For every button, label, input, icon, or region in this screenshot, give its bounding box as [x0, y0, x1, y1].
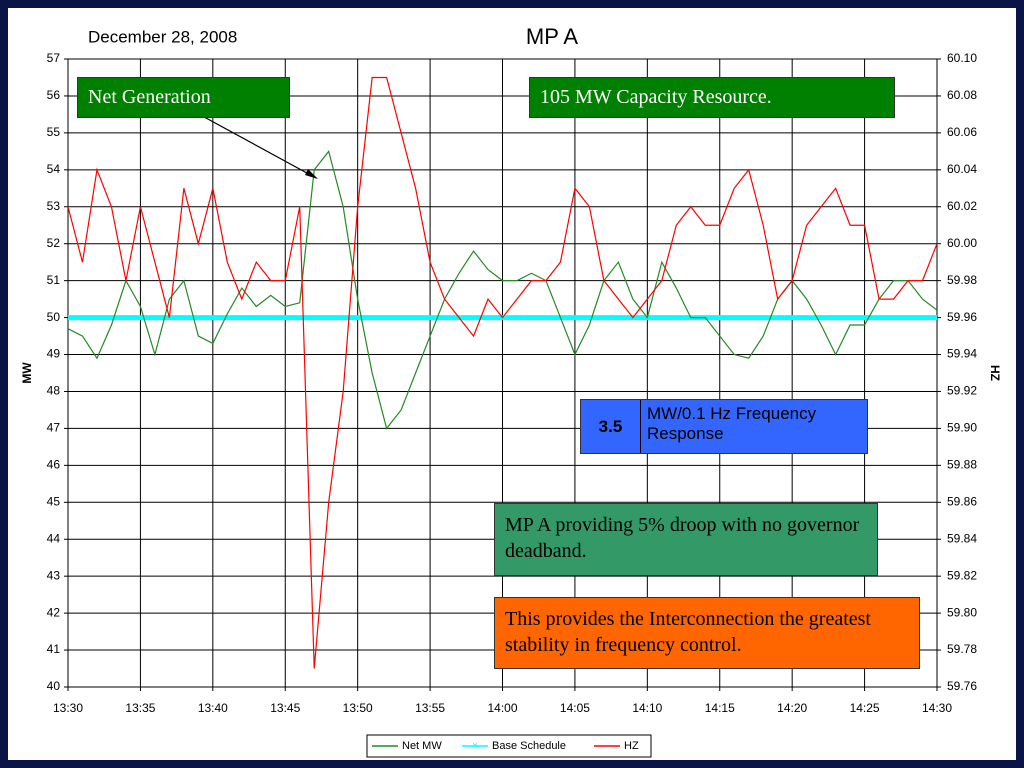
y2-tick-label: 60.00	[947, 236, 977, 250]
x-tick-label: 14:05	[560, 701, 590, 715]
x-tick-label: 14:30	[922, 701, 952, 715]
plot-frame	[67, 58, 938, 688]
y-tick-label: 45	[47, 494, 61, 508]
x-tick-label: 13:30	[53, 701, 83, 715]
legend-label: Net MW	[402, 740, 442, 752]
x-tick-label: 13:35	[125, 701, 155, 715]
x-tick-label: 14:20	[777, 701, 807, 715]
y2-tick-label: 60.08	[947, 88, 977, 102]
legend-label: HZ	[624, 740, 639, 752]
series-line	[67, 76, 938, 669]
x-tick-label: 14:00	[487, 701, 517, 715]
response-value: 3.5	[581, 400, 641, 453]
y2-tick-label: 59.90	[947, 421, 977, 435]
y-tick-label: 54	[47, 162, 61, 176]
y-tick-label: 40	[47, 679, 61, 693]
y2-tick-label: 59.98	[947, 273, 977, 287]
x-tick-label: 13:40	[198, 701, 228, 715]
y2-tick-label: 59.78	[947, 642, 977, 656]
y2-tick-label: 60.04	[947, 162, 977, 176]
y-tick-label: 49	[47, 347, 61, 361]
x-tick-label: 14:10	[632, 701, 662, 715]
y-tick-label: 42	[47, 605, 61, 619]
callout: 105 MW Capacity Resource.	[529, 77, 895, 118]
x-tick-label: 14:15	[705, 701, 735, 715]
response-box: 3.5 MW/0.1 Hz Frequency Response	[580, 399, 868, 454]
y2-tick-label: 59.96	[947, 310, 977, 324]
y-tick-label: 52	[47, 236, 61, 250]
y2-tick-label: 59.86	[947, 494, 977, 508]
x-tick-label: 13:55	[415, 701, 445, 715]
y-tick-label: 48	[47, 384, 61, 398]
y-tick-label: 53	[47, 199, 61, 213]
y2-tick-label: 59.88	[947, 458, 977, 472]
y-tick-label: 41	[47, 642, 61, 656]
y2-tick-label: 59.92	[947, 384, 977, 398]
callout: This provides the Interconnection the gr…	[494, 597, 920, 669]
y-tick-label: 51	[47, 273, 61, 287]
x-tick-label: 13:45	[270, 701, 300, 715]
callout: Net Generation	[77, 77, 290, 118]
y2-tick-label: 60.10	[947, 51, 977, 65]
legend-marker: ×	[472, 741, 478, 752]
y-axis-label: MW	[20, 362, 34, 384]
x-tick-label: 14:25	[850, 701, 880, 715]
y-tick-label: 47	[47, 421, 61, 435]
callout: MP A providing 5% droop with no governor…	[494, 503, 878, 576]
y-tick-label: 43	[47, 568, 61, 582]
chart-title: MP A	[526, 24, 579, 49]
arrow	[194, 111, 317, 179]
arrow-head	[305, 169, 318, 179]
y2-tick-label: 59.80	[947, 605, 977, 619]
y2-tick-label: 59.76	[947, 679, 977, 693]
y-tick-label: 44	[47, 531, 61, 545]
x-tick-label: 13:50	[343, 701, 373, 715]
legend-label: Base Schedule	[492, 740, 566, 752]
y2-tick-label: 59.84	[947, 531, 977, 545]
y2-tick-label: 59.94	[947, 347, 977, 361]
y2-tick-label: 59.82	[947, 568, 977, 582]
y2-tick-label: 60.02	[947, 199, 977, 213]
date-label: December 28, 2008	[88, 27, 237, 46]
y2-axis-label: HZ	[988, 365, 1002, 381]
y-tick-label: 46	[47, 458, 61, 472]
y-tick-label: 55	[47, 125, 61, 139]
y-tick-label: 50	[47, 310, 61, 324]
response-label: MW/0.1 Hz Frequency Response	[647, 404, 817, 444]
y2-tick-label: 60.06	[947, 125, 977, 139]
y-tick-label: 56	[47, 88, 61, 102]
legend	[366, 734, 652, 758]
y-tick-label: 57	[47, 51, 61, 65]
